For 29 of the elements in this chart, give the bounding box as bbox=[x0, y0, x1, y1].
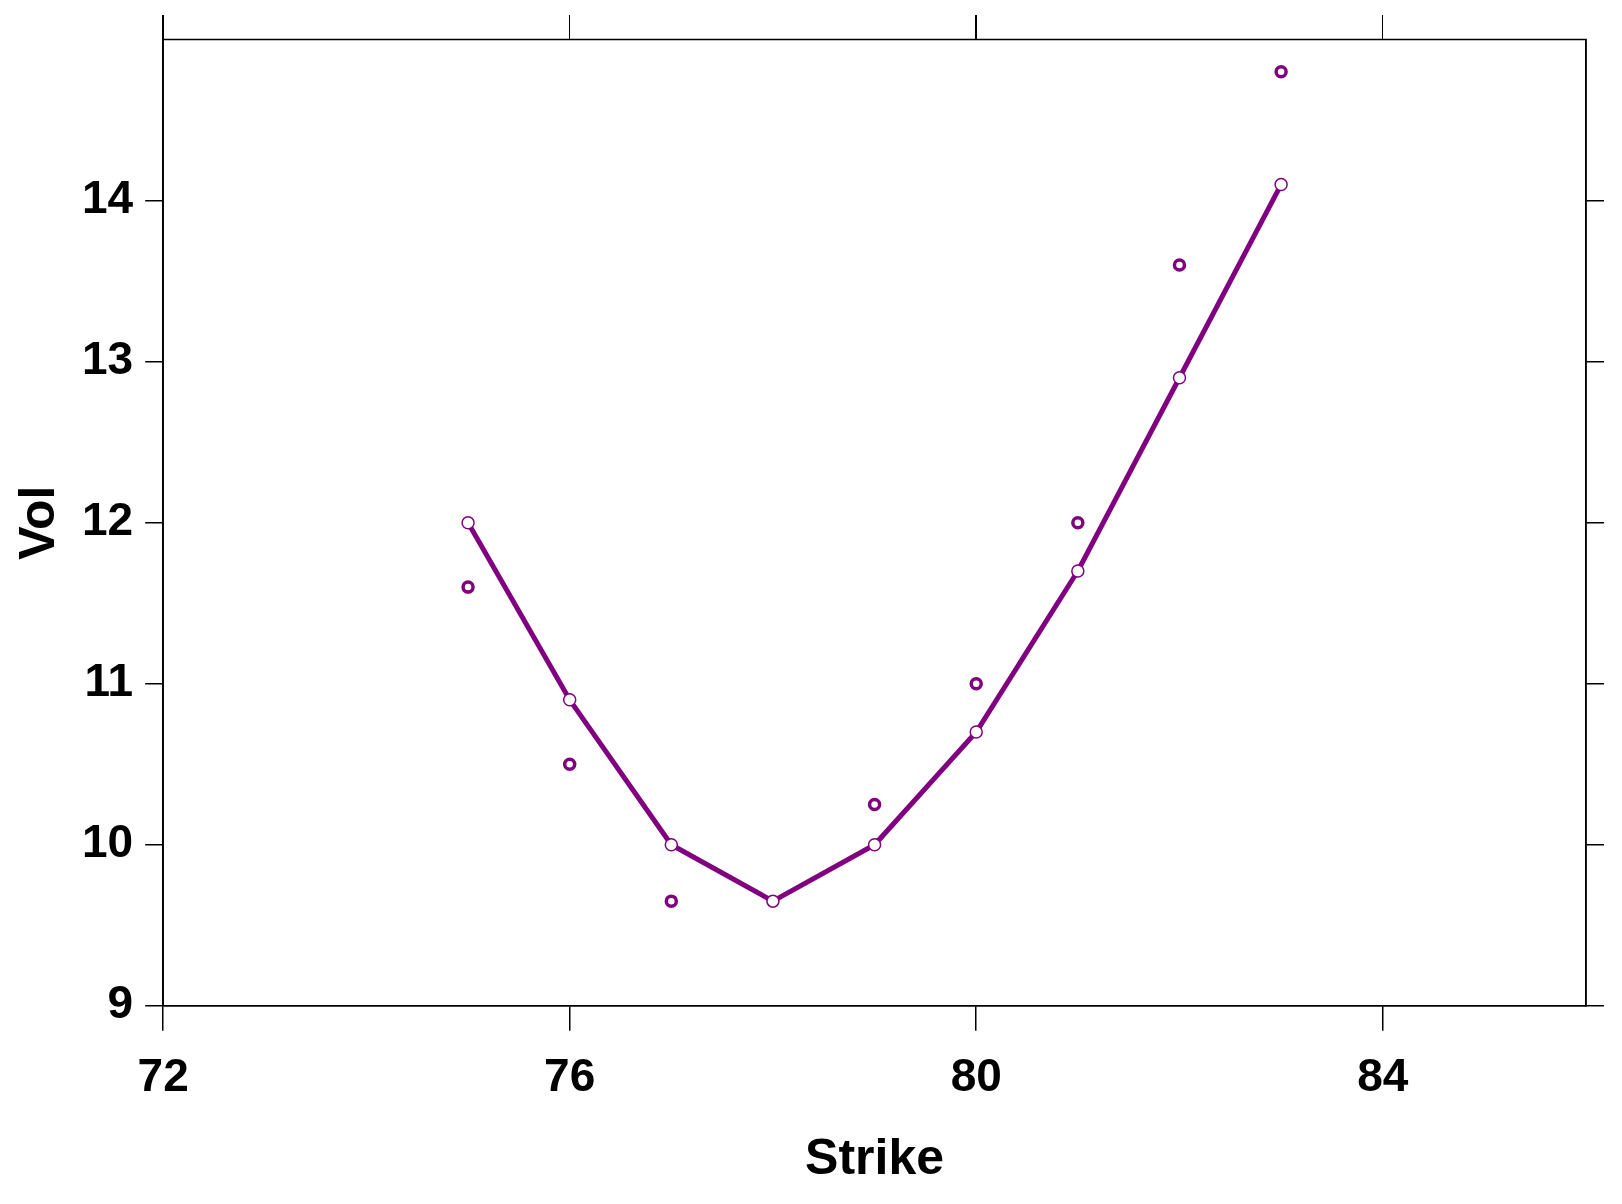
y-tick-label: 11 bbox=[84, 654, 134, 707]
point bbox=[766, 894, 780, 908]
point bbox=[867, 838, 882, 852]
y-tick-label: 14 bbox=[81, 171, 134, 224]
point bbox=[461, 515, 475, 530]
point bbox=[461, 580, 475, 594]
point bbox=[664, 894, 679, 908]
point bbox=[664, 838, 679, 852]
point bbox=[969, 725, 983, 739]
point bbox=[1071, 564, 1085, 578]
point bbox=[562, 757, 577, 771]
x-tick-label: 72 bbox=[137, 1049, 189, 1102]
point bbox=[867, 797, 882, 812]
point bbox=[1172, 258, 1187, 272]
y-tick-label: 13 bbox=[81, 332, 134, 385]
point bbox=[1274, 177, 1288, 192]
point bbox=[969, 676, 983, 691]
x-tick-label: 80 bbox=[950, 1049, 1002, 1102]
x-axis-title: Strike bbox=[805, 1128, 945, 1185]
y-tick-label: 12 bbox=[81, 493, 134, 546]
x-tick-label: 84 bbox=[1357, 1049, 1409, 1102]
y-tick-label: 9 bbox=[107, 976, 134, 1029]
point bbox=[1071, 515, 1085, 530]
x-tick-label: 76 bbox=[544, 1049, 596, 1102]
point bbox=[1172, 371, 1187, 385]
point bbox=[1274, 65, 1288, 79]
y-tick-label: 10 bbox=[81, 815, 134, 868]
point bbox=[562, 693, 577, 707]
y-axis-title: Vol bbox=[8, 485, 65, 560]
